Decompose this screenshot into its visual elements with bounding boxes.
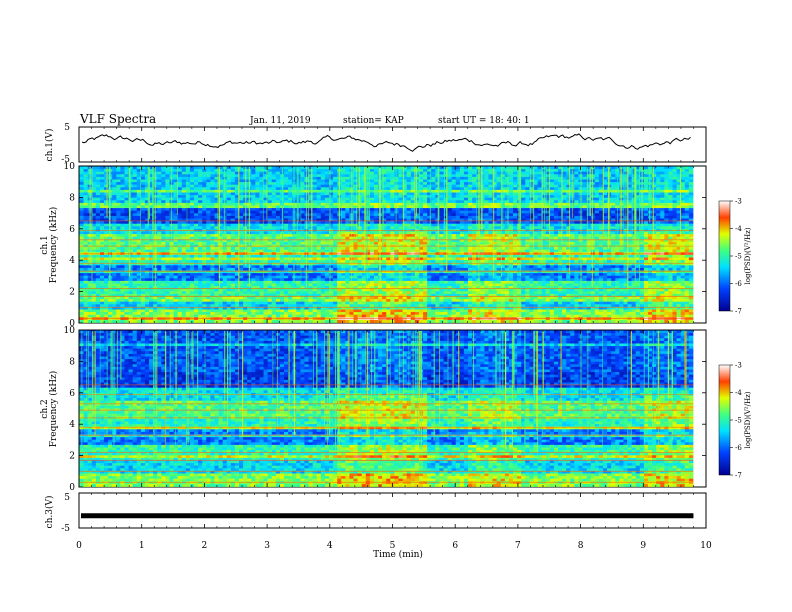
ch3-ylabel: ch.3(V) — [44, 496, 55, 529]
ch1-ylabel: ch.1(V) — [44, 129, 55, 162]
colorbar1-tick--5: -5 — [735, 253, 742, 261]
ch2-colorbar-label: log(PSD)(V²/Hz) — [744, 391, 752, 448]
ch1-waveform-line — [81, 133, 691, 152]
spec1-ytick-6: 6 — [69, 225, 75, 235]
time-tick-label-0: 0 — [76, 541, 82, 551]
header-date: Jan. 11, 2019 — [249, 116, 311, 126]
ch2-spec-ylabel: Frequency (kHz) — [48, 371, 59, 448]
ch1-colorbar-label: log(PSD)(V²/Hz) — [744, 227, 752, 284]
spec1-ytick-2: 2 — [69, 288, 75, 298]
time-tick-label-2: 2 — [202, 541, 208, 551]
time-tick-label-4: 4 — [327, 541, 333, 551]
ch1-spectrogram-image — [79, 166, 694, 323]
time-tick-label-6: 6 — [452, 541, 458, 551]
header-start-time: start UT = 18: 40: 1 — [438, 116, 530, 126]
ch1-spec-ylabel: Frequency (kHz) — [48, 207, 59, 284]
ch2-spec-channel-label: ch.2 — [40, 399, 50, 418]
header-station: station= KAP — [343, 116, 404, 126]
spec2-ytick-4: 4 — [69, 420, 75, 430]
ch1-colorbar — [718, 200, 731, 312]
colorbar1-tick--6: -6 — [735, 280, 742, 288]
spec1-ytick-0: 0 — [69, 319, 75, 329]
spec1-ytick-4: 4 — [69, 256, 75, 266]
ch1-ytick-top: 5 — [64, 123, 70, 133]
ch1-spec-channel-label: ch.1 — [40, 235, 50, 254]
time-tick-label-8: 8 — [578, 541, 584, 551]
time-tick-label-7: 7 — [515, 541, 521, 551]
colorbar1-tick--7: -7 — [735, 308, 742, 316]
spec2-ytick-0: 0 — [69, 483, 75, 493]
ch2-colorbar — [718, 364, 731, 476]
colorbar2-tick--3: -3 — [735, 362, 742, 370]
colorbar2-tick--5: -5 — [735, 417, 742, 425]
spec2-ytick-6: 6 — [69, 389, 75, 399]
time-tick-label-10: 10 — [700, 541, 712, 551]
spec1-ytick-10: 10 — [64, 162, 76, 172]
ch1-waveform-panel: 5 -5 ch.1(V) — [44, 123, 707, 165]
colorbar2-tick--4: -4 — [735, 389, 742, 397]
colorbar2-tick--6: -6 — [735, 444, 742, 452]
figure-title: VLF Spectra — [79, 112, 156, 126]
ch3-waveform-panel: 5 -5 ch.3(V) — [44, 492, 707, 534]
ch3-ytick-top: 5 — [64, 493, 70, 503]
time-tick-label-3: 3 — [264, 541, 270, 551]
colorbar1-tick--3: -3 — [735, 198, 742, 206]
time-tick-label-1: 1 — [139, 541, 145, 551]
spec2-ytick-10: 10 — [64, 326, 76, 336]
time-axis-label: Time (min) — [373, 549, 423, 560]
ch1-ytick-bottom: -5 — [61, 155, 70, 165]
colorbar2-tick--7: -7 — [735, 472, 742, 480]
time-tick-label-9: 9 — [640, 541, 646, 551]
colorbar1-tick--4: -4 — [735, 225, 742, 233]
time-axis: 0 1 2 3 4 5 6 7 8 9 10 — [76, 127, 712, 551]
spec2-ytick-2: 2 — [69, 452, 75, 462]
spec1-ytick-8: 8 — [69, 193, 75, 203]
ch2-spectrogram-image — [79, 330, 694, 487]
time-tick-label-5: 5 — [390, 541, 396, 551]
ch3-ytick-bottom: -5 — [61, 524, 70, 534]
spec2-ytick-8: 8 — [69, 357, 75, 367]
